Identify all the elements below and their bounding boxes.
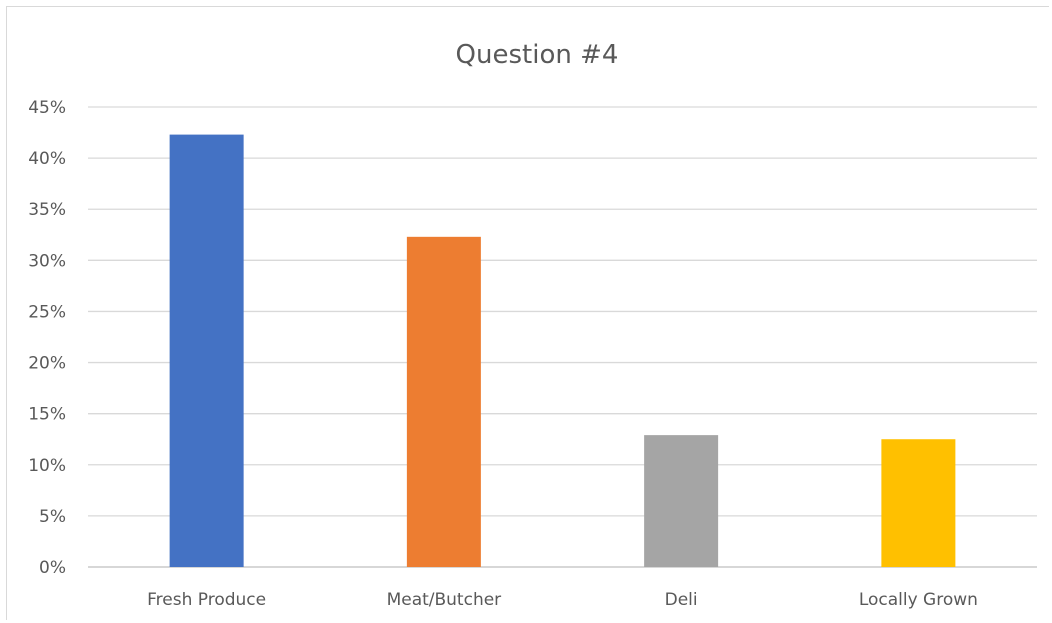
bar-fresh-produce xyxy=(169,134,244,567)
y-tick-label: 15% xyxy=(28,405,66,425)
x-category-label: Fresh Produce xyxy=(147,590,266,610)
x-category-label: Locally Grown xyxy=(859,590,978,610)
x-category-label: Meat/Butcher xyxy=(387,590,502,610)
y-tick-label: 5% xyxy=(39,507,66,527)
y-tick-label: 25% xyxy=(28,302,66,322)
gridlines xyxy=(88,106,1037,568)
bars xyxy=(169,134,956,568)
x-category-label: Deli xyxy=(665,590,698,610)
x-axis-categories: Fresh Produce Meat/Butcher Deli Locally Gro… xyxy=(147,590,978,610)
y-tick-label: 40% xyxy=(28,149,66,169)
y-tick-label: 45% xyxy=(28,98,66,118)
y-tick-label: 20% xyxy=(28,354,66,374)
y-tick-label: 0% xyxy=(39,558,66,578)
y-tick-label: 10% xyxy=(28,456,66,476)
bar-deli xyxy=(644,435,719,567)
y-tick-label: 30% xyxy=(28,251,66,271)
y-tick-label: 35% xyxy=(28,200,66,220)
bar-locally-grown xyxy=(881,439,956,567)
chart-title: Question #4 xyxy=(456,40,619,70)
y-axis-ticks: 0% 5% 10% 15% 20% 25% 30% 35% 40% 45% xyxy=(28,98,66,578)
bar-meat-butcher xyxy=(406,236,481,568)
